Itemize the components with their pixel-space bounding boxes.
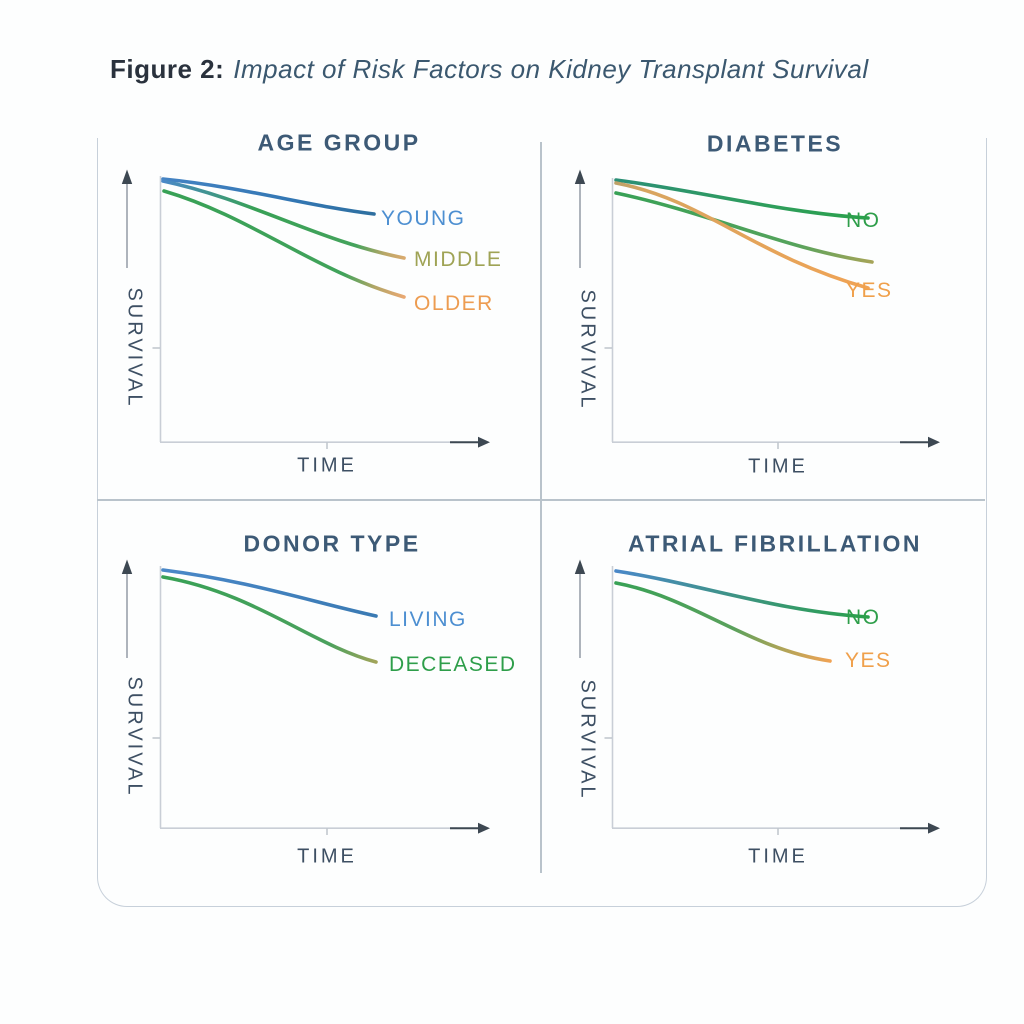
living-curve <box>161 568 378 618</box>
panel-age-group-curves <box>161 177 406 299</box>
series-label-older: OLDER <box>414 292 494 315</box>
y-axis-label: SURVIVAL <box>123 676 146 798</box>
series-label-yes: YES <box>846 279 893 302</box>
series-label-yes: YES <box>845 649 892 672</box>
series-label-no: NO <box>846 606 881 629</box>
unlabeled-curve <box>614 191 874 264</box>
panel-atrial-fibrillation-axes <box>574 559 940 835</box>
panel-diabetes-axes <box>574 169 940 449</box>
series-label-deceased: DECEASED <box>389 653 517 676</box>
figure-title: Figure 2: Impact of Risk Factors on Kidne… <box>110 54 869 85</box>
y-axis-label: SURVIVAL <box>123 287 146 409</box>
series-label-living: LIVING <box>389 608 467 631</box>
panel-title-diabetes: DIABETES <box>706 130 844 157</box>
vertical-panel-divider <box>540 142 542 873</box>
x-axis-label: TIME <box>748 455 808 478</box>
older-curve <box>162 189 406 299</box>
panel-age-group-axes <box>121 169 490 449</box>
x-axis-label: TIME <box>297 845 357 868</box>
figure-title-text: Impact of Risk Factors on Kidney Transpl… <box>233 54 869 84</box>
series-label-middle: MIDDLE <box>414 248 503 271</box>
series-label-young: YOUNG <box>381 207 466 230</box>
no-curve <box>614 569 870 619</box>
yes-curve <box>614 581 832 663</box>
panel-title-atrial-fibrillation: ATRIAL FIBRILLATION <box>627 530 923 557</box>
panel-atrial-fibrillation-curves <box>614 569 870 663</box>
figure-number-label: Figure 2: <box>110 54 225 84</box>
panel-diabetes-curves <box>614 178 874 290</box>
deceased-curve <box>161 575 378 664</box>
panel-donor-type-axes <box>121 559 490 835</box>
middle-curve <box>161 179 406 260</box>
panel-title-age-group: AGE GROUP <box>257 129 421 156</box>
x-axis-arrow-icon <box>928 436 940 448</box>
yes-curve <box>614 181 870 290</box>
figure-card <box>97 138 987 907</box>
y-arrow-icon <box>574 559 586 574</box>
y-axis-label: SURVIVAL <box>576 289 599 411</box>
x-axis-label: TIME <box>748 845 808 868</box>
no-curve <box>614 178 870 220</box>
x-axis-label: TIME <box>297 454 357 477</box>
x-axis-arrow-icon <box>478 436 490 448</box>
x-axis-arrow-icon <box>478 822 490 834</box>
y-arrow-icon <box>574 169 586 184</box>
young-curve <box>161 177 376 216</box>
series-label-no: NO <box>846 209 881 232</box>
y-arrow-icon <box>121 169 133 184</box>
panel-donor-type-curves <box>161 568 378 664</box>
y-axis-label: SURVIVAL <box>576 679 599 801</box>
horizontal-panel-divider <box>97 499 985 501</box>
y-arrow-icon <box>121 559 133 574</box>
panel-title-donor-type: DONOR TYPE <box>243 530 421 557</box>
x-axis-arrow-icon <box>928 822 940 834</box>
